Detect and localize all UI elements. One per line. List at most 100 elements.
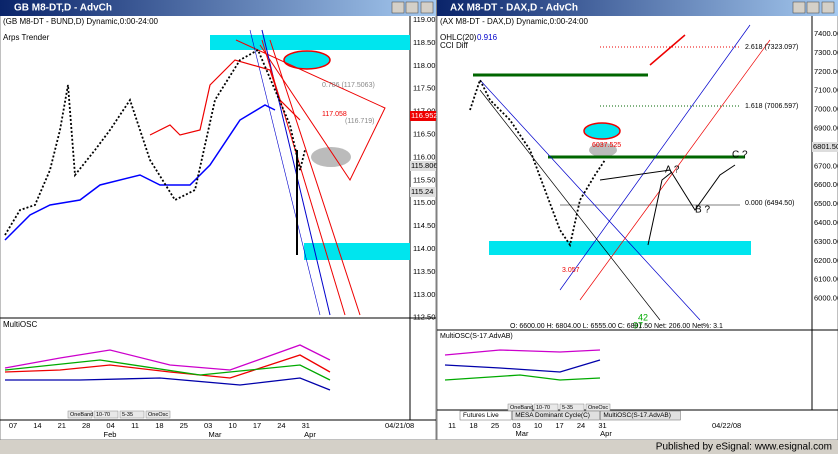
chart-label: (GB M8-DT - BUND,D) Dynamic,0:00-24:00 bbox=[3, 17, 159, 26]
osc-button-label: OneBand bbox=[510, 405, 533, 411]
osc-button-label: OneOsc bbox=[148, 412, 168, 418]
fib-label: (116.719) bbox=[345, 118, 374, 125]
fib-label: 0.786 (117.5063) bbox=[322, 82, 375, 89]
title-bar bbox=[0, 0, 436, 16]
date-label: 24 bbox=[577, 421, 585, 430]
price-label: 119.00 bbox=[413, 15, 435, 24]
count: 42 bbox=[638, 312, 648, 322]
price-flag-label: 115.24 bbox=[411, 187, 433, 196]
end-date: 04/21/08 bbox=[385, 421, 414, 430]
osc-button-label: OneOsc bbox=[588, 405, 608, 411]
price-label: 114.00 bbox=[413, 244, 435, 253]
osc-label: MultiOSC bbox=[3, 320, 37, 329]
date-label: 31 bbox=[598, 421, 606, 430]
date-label: 28 bbox=[82, 421, 90, 430]
date-label: 18 bbox=[469, 421, 477, 430]
study-value: 0.916 bbox=[477, 33, 498, 42]
low-label: 3.057 bbox=[562, 267, 580, 274]
date-label: 04 bbox=[106, 421, 114, 430]
price-label: 113.00 bbox=[413, 290, 435, 299]
osc-button[interactable] bbox=[67, 410, 93, 419]
date-label: 07 bbox=[9, 421, 17, 430]
price-label: 7300.00 bbox=[814, 48, 838, 57]
date-label: 03 bbox=[204, 421, 212, 430]
price-label: 118.00 bbox=[413, 61, 435, 70]
price-label: 116.00 bbox=[413, 152, 435, 161]
study-label: Arps Trender bbox=[3, 33, 50, 42]
tab[interactable] bbox=[600, 410, 681, 421]
price-label: 112.50 bbox=[413, 313, 435, 322]
tab-label: MultiOSC(S-17.AdvAB) bbox=[603, 412, 671, 419]
date-label: 18 bbox=[155, 421, 163, 430]
price-flag bbox=[812, 142, 838, 152]
fib-label: 2.618 (7323.097) bbox=[745, 44, 798, 51]
osc-button[interactable] bbox=[145, 410, 171, 419]
tab[interactable] bbox=[511, 410, 600, 421]
close[interactable] bbox=[420, 1, 434, 14]
date-label: 11 bbox=[448, 421, 456, 430]
price-label: 116.50 bbox=[413, 129, 435, 138]
price-flag-label: 115.8062 bbox=[411, 161, 442, 170]
date-label: 31 bbox=[302, 421, 310, 430]
month-label: Mar bbox=[516, 429, 529, 438]
tab[interactable] bbox=[459, 410, 512, 421]
osc-button-label: 5-35 bbox=[562, 405, 573, 411]
count: 97 bbox=[633, 320, 643, 330]
date-label: 10 bbox=[228, 421, 236, 430]
price-label: 6500.00 bbox=[814, 199, 838, 208]
date-label: 11 bbox=[131, 421, 139, 430]
maximize[interactable] bbox=[806, 1, 820, 14]
close[interactable] bbox=[821, 1, 835, 14]
osc-button-label: OneBand bbox=[70, 412, 93, 418]
date-label: 25 bbox=[180, 421, 188, 430]
price-label: 7100.00 bbox=[814, 86, 838, 95]
price-label: 6200.00 bbox=[814, 256, 838, 265]
price-label: 115.00 bbox=[413, 198, 435, 207]
osc-button-label: 5-35 bbox=[122, 412, 133, 418]
price-label: 6000.00 bbox=[814, 294, 838, 303]
osc-label: MultiOSC(S-17.AdvAB) bbox=[440, 333, 513, 340]
price-label: 118.50 bbox=[413, 38, 435, 47]
price-label: 6600.00 bbox=[814, 180, 838, 189]
tab-label: Futures Live bbox=[463, 412, 499, 419]
osc-button-label: 10-70 bbox=[96, 412, 110, 418]
fib-label: 0.000 (6494.50) bbox=[745, 200, 794, 207]
right-window: AX M8-DT - DAX,D - AdvCh (AX M8-DT - DAX… bbox=[436, 0, 838, 441]
price-flag bbox=[410, 161, 436, 171]
window-title: AX M8-DT - DAX,D - AdvCh bbox=[450, 3, 578, 14]
price-flag-label: 6801.50 bbox=[813, 142, 838, 151]
minimize[interactable] bbox=[792, 1, 806, 14]
date-label: 24 bbox=[277, 421, 285, 430]
study-label: OHLC(20) bbox=[440, 33, 477, 42]
maximize[interactable] bbox=[405, 1, 419, 14]
price-label: 7200.00 bbox=[814, 67, 838, 76]
ohlc-line: O: 6600.00 H: 6804.00 L: 6555.00 C: 6801… bbox=[510, 323, 723, 330]
left-window: GB M8-DT,D - AdvCh (GB M8-DT - BUND,D) D… bbox=[0, 0, 442, 441]
osc-button-label: 10-70 bbox=[536, 405, 550, 411]
date-label: 03 bbox=[512, 421, 520, 430]
wave-label: C ? bbox=[732, 150, 748, 161]
minimize[interactable] bbox=[391, 1, 405, 14]
chart-label: (AX M8-DT - DAX,D) Dynamic,0:00-24:00 bbox=[440, 17, 588, 26]
date-label: 10 bbox=[534, 421, 542, 430]
price-label: 117.50 bbox=[413, 84, 435, 93]
window-title: GB M8-DT,D - AdvCh bbox=[14, 3, 112, 14]
price-label: 6100.00 bbox=[814, 275, 838, 284]
month-label: Apr bbox=[600, 429, 612, 438]
price-label: 7000.00 bbox=[814, 105, 838, 114]
price-label: 6400.00 bbox=[814, 218, 838, 227]
price-label: 6900.00 bbox=[814, 123, 838, 132]
price-flag-label: 116.9521 bbox=[411, 111, 442, 120]
date-label: 17 bbox=[253, 421, 261, 430]
osc-button[interactable] bbox=[93, 410, 119, 419]
osc-button[interactable] bbox=[119, 410, 145, 419]
fib-label: 1.618 (7006.597) bbox=[745, 103, 798, 110]
price-label: 113.50 bbox=[413, 267, 435, 276]
wave-label: A ? bbox=[665, 165, 680, 176]
price-label: 115.50 bbox=[413, 175, 435, 184]
price-label: 6300.00 bbox=[814, 237, 838, 246]
end-date: 04/22/08 bbox=[712, 421, 741, 430]
date-label: 25 bbox=[491, 421, 499, 430]
date-label: 17 bbox=[555, 421, 563, 430]
